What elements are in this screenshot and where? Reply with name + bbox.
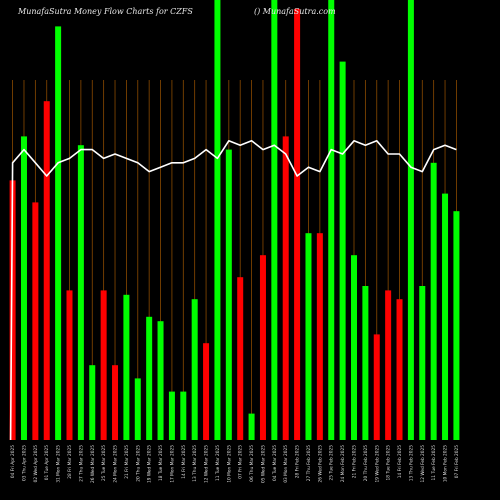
bar — [248, 413, 255, 440]
x-tick-label: 31 Mon Mar 2025 — [56, 445, 62, 483]
x-tick-label: 13 Thu Feb 2025 — [408, 445, 414, 481]
x-tick-label: 24 Mon Feb 2025 — [340, 445, 346, 482]
x-tick-label: 02 Wed Apr 2025 — [33, 445, 39, 483]
x-tick-label: 24 Mon Mar 2025 — [113, 445, 119, 483]
series-line — [9, 140, 457, 441]
x-tick-label: 07 Fri Feb 2025 — [454, 445, 460, 478]
x-tick-label: 14 Fri Feb 2025 — [397, 445, 403, 478]
bar — [271, 0, 278, 440]
x-tick-label: 12 Wed Feb 2025 — [420, 445, 426, 483]
bar — [362, 286, 369, 440]
x-tick-label: 21 Fri Mar 2025 — [124, 445, 130, 479]
x-tick-label: 13 Thu Mar 2025 — [192, 445, 198, 482]
bar — [225, 149, 232, 440]
bar — [373, 334, 380, 440]
x-tick-label: 27 Thu Feb 2025 — [306, 445, 312, 481]
x-tick-label: 25 Tue Mar 2025 — [101, 445, 107, 481]
x-tick-label: 20 Thu Feb 2025 — [363, 445, 369, 481]
bar — [112, 365, 119, 440]
bar — [430, 162, 437, 441]
x-tick-label: 06 Thu Mar 2025 — [249, 445, 255, 482]
bar — [32, 202, 39, 440]
bar — [168, 391, 175, 440]
x-tick-label: 11 Tue Mar 2025 — [215, 445, 221, 481]
bar — [305, 233, 312, 440]
bar — [100, 290, 107, 440]
x-tick-label: 03 Mon Mar 2025 — [283, 445, 289, 483]
x-tick-label: 10 Mon Mar 2025 — [226, 445, 232, 483]
x-tick-label: 14 Fri Mar 2025 — [181, 445, 187, 479]
x-tick-label: 01 Tue Apr 2025 — [44, 445, 50, 481]
bar — [419, 286, 426, 440]
bar — [442, 193, 449, 440]
bar — [259, 255, 266, 440]
x-tick-label: 07 Fri Mar 2025 — [238, 445, 244, 479]
bar — [328, 0, 335, 440]
x-tick-label: 04 Tue Mar 2025 — [272, 445, 278, 481]
bar — [396, 299, 403, 440]
x-tick-label: 12 Wed Mar 2025 — [204, 445, 210, 483]
bar — [316, 233, 323, 440]
x-tick-label: 10 Mon Feb 2025 — [443, 445, 449, 482]
bar — [180, 391, 187, 440]
x-tick-label: 26 Wed Feb 2025 — [317, 445, 323, 483]
bar — [55, 26, 62, 441]
x-tick-label: 17 Mon Mar 2025 — [169, 445, 175, 483]
x-tick-label: 21 Fri Feb 2025 — [352, 445, 358, 478]
bar — [294, 8, 301, 441]
bar — [282, 136, 289, 440]
bar — [453, 211, 460, 440]
bar — [237, 277, 244, 440]
bar — [157, 321, 164, 440]
bar — [146, 316, 153, 440]
bar — [77, 145, 84, 440]
bar — [214, 0, 221, 440]
x-tick-label: 11 Tue Feb 2025 — [431, 445, 437, 481]
bar — [191, 299, 198, 440]
bar — [20, 136, 27, 440]
x-tick-label: 19 Wed Mar 2025 — [147, 445, 153, 483]
x-tick-label: 28 Fri Feb 2025 — [295, 445, 301, 478]
x-tick-label: 03 Thu Apr 2025 — [21, 445, 27, 481]
x-tick-label: 18 Tue Mar 2025 — [158, 445, 164, 481]
bar — [203, 343, 210, 440]
bar — [385, 290, 392, 440]
chart-title: MunafaSutra Money Flow Charts for CZFS — [17, 7, 193, 16]
x-tick-label: 18 Tue Feb 2025 — [386, 445, 392, 481]
bar — [351, 255, 357, 440]
x-tick-label: 25 Tue Feb 2025 — [329, 445, 335, 481]
bars — [9, 0, 460, 441]
bar — [123, 294, 130, 440]
x-tick-labels: 04 Fri Apr 2025 03 Thu Apr 2025 02 Wed Apr… — [10, 445, 460, 483]
x-tick-label: 20 Thu Mar 2025 — [135, 445, 141, 482]
x-tick-label: 28 Fri Mar 2025 — [67, 445, 73, 479]
x-tick-label: 05 Wed Mar 2025 — [260, 445, 266, 483]
chart-subtitle: () MunafaSutra.com — [254, 7, 336, 16]
bar — [407, 0, 414, 440]
x-tick-label: 19 Wed Feb 2025 — [374, 445, 380, 483]
bar — [89, 365, 96, 440]
bar — [9, 180, 16, 440]
x-tick-label: 04 Fri Apr 2025 — [10, 445, 16, 478]
x-tick-label: 27 Thu Mar 2025 — [78, 445, 84, 482]
bar — [339, 61, 346, 440]
x-tick-label: 26 Wed Mar 2025 — [90, 445, 96, 483]
bar — [66, 290, 73, 440]
bar — [43, 101, 50, 440]
bar — [134, 378, 141, 440]
